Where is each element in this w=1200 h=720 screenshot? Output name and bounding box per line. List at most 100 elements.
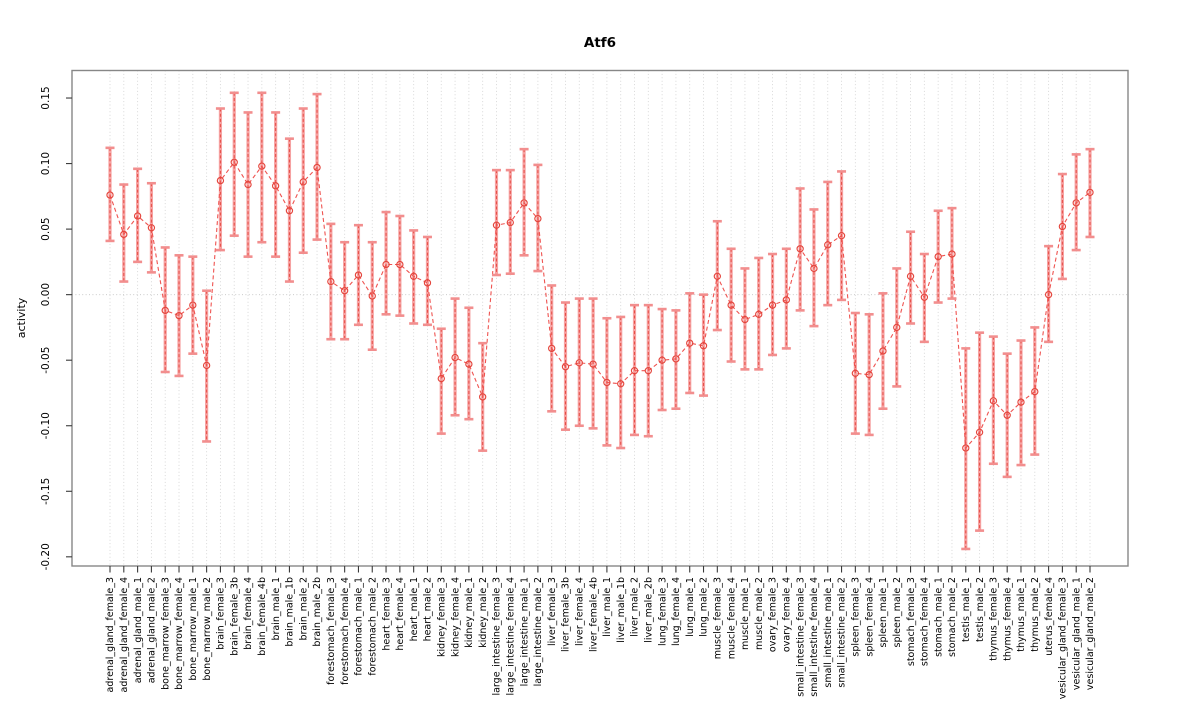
data-point	[975, 428, 984, 436]
data-point	[409, 272, 418, 280]
x-tick-label: brain_female_4b	[257, 577, 268, 656]
x-tick-label: testis_male_2	[975, 577, 986, 642]
data-point	[299, 178, 307, 186]
data-point	[630, 367, 639, 375]
x-tick-label: forestomach_male_2	[367, 577, 378, 676]
data-point	[120, 230, 128, 239]
x-tick-label: ovary_female_3	[768, 577, 779, 652]
x-tick-label: thymus_female_3	[989, 577, 1000, 661]
data-point	[506, 218, 514, 227]
data-point	[948, 250, 956, 258]
data-point	[575, 359, 583, 367]
x-tick-label: large_intestine_male_1	[519, 577, 530, 686]
data-point	[755, 310, 763, 318]
data-point	[437, 374, 445, 383]
x-tick-label: brain_male_1	[271, 577, 282, 641]
x-tick-label: lung_male_1	[685, 577, 696, 637]
data-point	[989, 397, 998, 405]
data-point	[479, 393, 487, 401]
x-tick-label: muscle_female_3	[713, 577, 724, 659]
data-point	[534, 214, 542, 223]
x-tick-label: bone_marrow_female_3	[160, 577, 171, 690]
data-point	[603, 378, 611, 387]
data-point	[824, 241, 832, 249]
data-point	[672, 355, 680, 363]
axes: -0.20 -0.15 -0.10 -0.05 0.00 0.05 0.10 0.15 adre…	[40, 69, 1129, 699]
x-tick-label: lung_male_2	[699, 577, 710, 637]
data-point	[686, 339, 694, 347]
data-point	[1017, 398, 1025, 406]
x-tick-label: liver_female_4b	[588, 577, 599, 652]
gridlines	[72, 70, 1128, 566]
data-point	[741, 315, 749, 324]
x-tick-label: spleen_female_4	[864, 577, 875, 657]
x-tick-label: stomach_male_1	[933, 577, 944, 657]
data-point	[1044, 290, 1053, 299]
data-point	[658, 356, 666, 364]
data-point	[189, 301, 197, 309]
x-tick-label: muscle_female_4	[726, 577, 737, 659]
data-point	[796, 245, 804, 253]
x-tick-label: lung_female_3	[657, 577, 668, 646]
data-point	[906, 272, 915, 280]
y-tick-label: -0.15	[40, 478, 52, 505]
x-tick-label: large_intestine_female_4	[505, 577, 516, 696]
data-point	[589, 360, 597, 368]
x-tick-label: stomach_female_4	[920, 577, 931, 666]
data-point	[837, 231, 846, 240]
data-point	[133, 212, 142, 220]
y-tick-label: 0.15	[40, 86, 52, 109]
x-tick-label: stomach_female_3	[906, 577, 917, 666]
x-tick-label: forestomach_female_4	[340, 577, 351, 685]
data-point	[520, 199, 528, 207]
data-point	[382, 260, 390, 269]
x-tick-label: liver_female_3	[547, 577, 558, 646]
data-point	[340, 287, 349, 295]
x-tick-label: bone_marrow_male_1	[188, 577, 199, 681]
data-point	[354, 271, 363, 279]
data-point	[699, 342, 708, 350]
data-point	[216, 176, 225, 185]
series-line	[109, 161, 1091, 450]
x-tick-label: thymus_male_2	[1030, 577, 1041, 652]
x-tick-label: heart_male_1	[409, 577, 420, 641]
data-point	[548, 344, 556, 353]
x-tick-label: kidney_male_2	[478, 577, 489, 648]
x-tick-label: brain_male_1b	[285, 577, 296, 647]
data-point	[230, 158, 238, 166]
data-point	[1031, 387, 1039, 396]
x-tick-label: liver_male_2b	[644, 577, 655, 643]
data-point	[713, 272, 721, 280]
y-tick-label: 0.05	[40, 217, 52, 240]
x-tick-label: adrenal_gland_female_3	[105, 577, 116, 692]
data-series	[105, 91, 1095, 551]
x-tick-label: lung_female_4	[671, 577, 682, 646]
x-tick-label: heart_female_3	[381, 577, 392, 651]
data-point	[465, 360, 473, 368]
data-point	[313, 163, 321, 172]
x-tick-label: ovary_female_4	[782, 577, 793, 652]
data-point	[271, 182, 280, 190]
x-tick-label: liver_female_3b	[561, 577, 572, 652]
y-tick-label: -0.20	[40, 543, 52, 570]
data-point	[851, 369, 860, 377]
x-tick-label: spleen_male_1	[878, 577, 889, 647]
x-tick-label: thymus_male_1	[1016, 577, 1027, 652]
data-point	[285, 207, 294, 215]
data-point	[1003, 411, 1011, 419]
x-tick-label: adrenal_gland_male_1	[133, 577, 144, 683]
x-tick-label: small_intestine_male_2	[837, 577, 848, 688]
data-point	[617, 380, 625, 388]
data-point	[1072, 199, 1080, 207]
data-point	[1086, 188, 1094, 197]
x-tick-label: liver_male_2	[630, 577, 641, 637]
x-tick-label: brain_male_2	[298, 577, 309, 641]
data-point	[561, 363, 570, 371]
data-point	[451, 353, 459, 362]
x-tick-label: small_intestine_male_1	[823, 577, 834, 688]
x-tick-label: brain_female_3	[216, 577, 227, 650]
data-point	[106, 191, 114, 199]
y-tick-label: -0.05	[40, 347, 52, 374]
data-point	[893, 323, 901, 332]
